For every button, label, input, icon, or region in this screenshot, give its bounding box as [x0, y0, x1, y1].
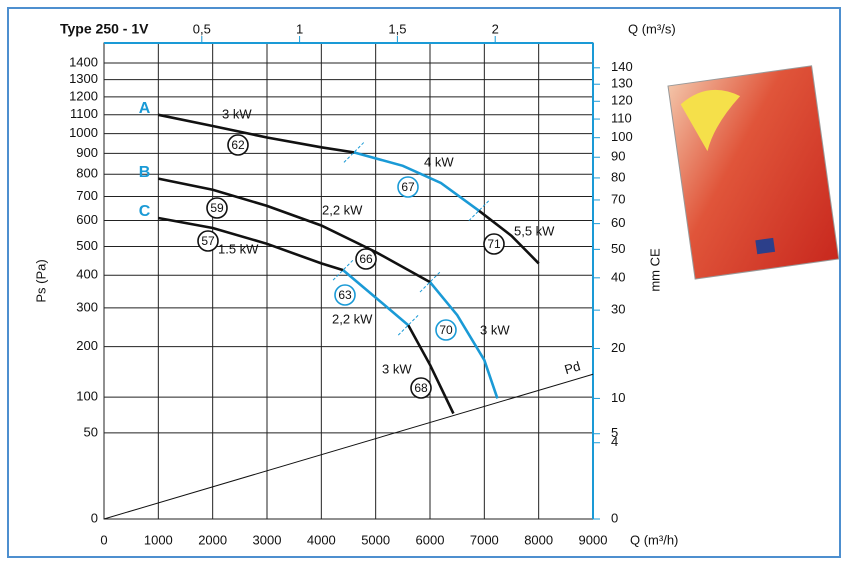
y2-tick-label: 5	[611, 425, 618, 440]
efficiency-label: 63	[338, 288, 352, 302]
y2-tick-label: 110	[611, 110, 632, 125]
y-tick-label: 300	[76, 299, 98, 314]
y2-tick-label: 100	[611, 129, 633, 144]
y2-tick-label: 20	[611, 340, 625, 355]
efficiency-circle	[397, 176, 419, 198]
curve-name: B	[139, 164, 151, 181]
y2-tick-label: 50	[611, 241, 625, 256]
x-tick-label: 9000	[579, 532, 608, 547]
efficiency-label: 71	[487, 237, 501, 251]
efficiency-label: 57	[201, 234, 215, 248]
x-tick-label: 1000	[144, 532, 173, 547]
power-label: 5,5 kW	[514, 223, 555, 238]
x2-tick-label: 1,5	[388, 21, 406, 36]
power-label: 4 kW	[424, 154, 454, 169]
x2-tick-label: 0,5	[193, 21, 211, 36]
efficiency-circle	[483, 233, 505, 255]
cover-shape	[680, 89, 741, 152]
x-tick-label: 7000	[470, 532, 499, 547]
y2-tick-label: 0	[611, 510, 618, 525]
y-tick-label: 700	[76, 188, 98, 203]
y2-tick-label: 90	[611, 149, 625, 164]
curve-name: A	[139, 100, 151, 117]
y2-tick-label: 70	[611, 191, 625, 206]
efficiency-label: 66	[359, 252, 373, 266]
x2-tick-label: 2	[492, 21, 499, 36]
y-tick-label: 900	[76, 145, 98, 160]
y2-axis-label: mm CE	[647, 248, 662, 292]
y2-tick-label: 10	[611, 390, 625, 405]
y-tick-label: 400	[76, 267, 98, 282]
y-tick-label: 1400	[69, 54, 98, 69]
power-label: 3 kW	[222, 106, 252, 121]
fan-curve	[158, 216, 344, 272]
power-label: 2,2 kW	[332, 311, 373, 326]
y-tick-label: 100	[76, 389, 98, 404]
y2-tick-label: 30	[611, 302, 625, 317]
fan-curve	[478, 209, 540, 265]
power-label: 1.5 kW	[218, 241, 259, 256]
fan-curve	[158, 113, 355, 154]
fan-curve	[353, 151, 480, 212]
efficiency-label: 70	[439, 323, 453, 337]
efficiency-circle	[435, 319, 457, 341]
efficiency-label: 68	[414, 381, 428, 395]
curve-name: C	[139, 203, 151, 220]
x-tick-label: 3000	[253, 532, 282, 547]
y-tick-label: 1300	[69, 71, 98, 86]
x2-tick-label: 1	[296, 21, 303, 36]
y2-tick-label: 40	[611, 269, 625, 284]
efficiency-label: 59	[210, 201, 224, 215]
y-tick-label: 1000	[69, 125, 98, 140]
fan-curve	[428, 281, 499, 399]
y-tick-label: 0	[91, 510, 98, 525]
y2-tick-label: 120	[611, 93, 633, 108]
catalog-cover	[667, 65, 840, 280]
power-label: 3 kW	[480, 322, 510, 337]
efficiency-label: 62	[231, 138, 245, 152]
y2-tick-label: 140	[611, 59, 633, 74]
fan-curve	[158, 177, 431, 284]
fan-curve	[342, 269, 410, 327]
fan-curve	[407, 324, 455, 415]
x-tick-label: 6000	[416, 532, 445, 547]
y2-tick-label: 4	[611, 434, 618, 449]
y-tick-label: 800	[76, 166, 98, 181]
chart-title: Type 250 - 1V	[60, 21, 149, 37]
y-tick-label: 500	[76, 238, 98, 253]
y-tick-label: 1100	[70, 106, 98, 121]
y-tick-label: 200	[76, 338, 98, 353]
y2-tick-label: 60	[611, 215, 625, 230]
x-axis-label: Q (m³/h)	[630, 532, 678, 547]
y-tick-label: 600	[76, 212, 98, 227]
pd-line	[103, 373, 594, 520]
efficiency-label: 67	[401, 180, 415, 194]
x-tick-label: 4000	[307, 532, 336, 547]
x-tick-label: 5000	[361, 532, 390, 547]
y2-tick-label: 130	[611, 76, 633, 91]
y-tick-label: 50	[84, 424, 98, 439]
x2-axis-label: Q (m³/s)	[628, 21, 676, 36]
efficiency-circle	[334, 284, 356, 306]
y2-tick-label: 80	[611, 169, 625, 184]
power-label: 3 kW	[382, 361, 412, 376]
efficiency-circle	[206, 197, 228, 219]
x-tick-label: 8000	[524, 532, 553, 547]
x-tick-label: 0	[100, 532, 107, 547]
efficiency-circle	[197, 230, 219, 252]
efficiency-circle	[410, 377, 432, 399]
power-label: 2,2 kW	[322, 202, 363, 217]
efficiency-circle	[227, 134, 249, 156]
pd-label: Pd	[563, 358, 582, 377]
x-tick-label: 2000	[198, 532, 227, 547]
y-axis-label: Ps (Pa)	[33, 259, 48, 302]
efficiency-circle	[355, 248, 377, 270]
y-tick-label: 1200	[69, 88, 98, 103]
cover-logo	[755, 237, 776, 255]
